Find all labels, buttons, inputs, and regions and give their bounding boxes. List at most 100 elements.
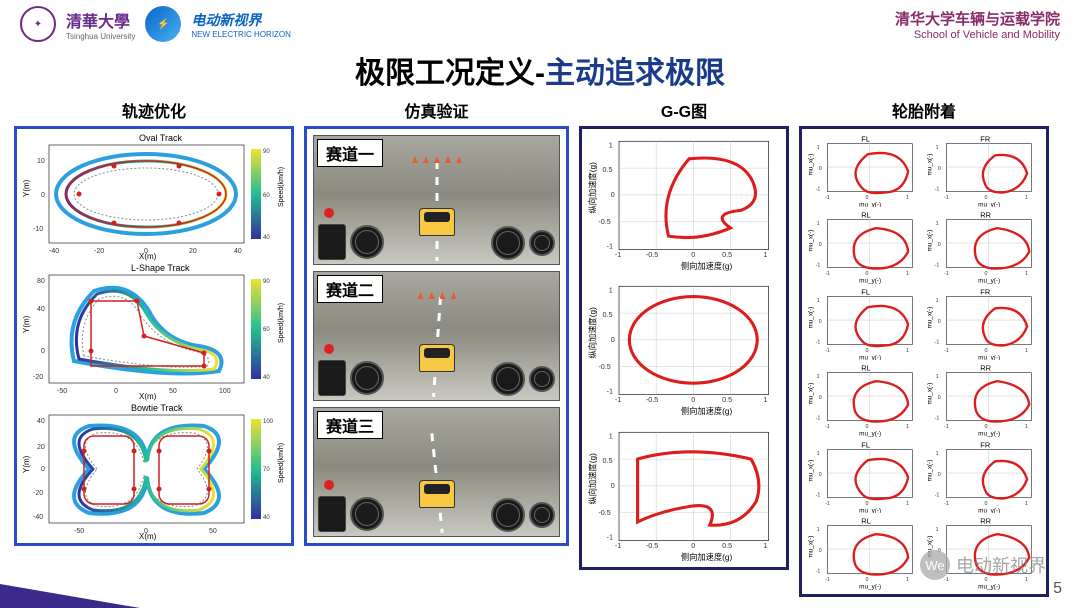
svg-text:侧向加速度(g): 侧向加速度(g) bbox=[681, 406, 733, 416]
svg-text:0: 0 bbox=[985, 195, 988, 201]
svg-text:-40: -40 bbox=[33, 514, 43, 521]
uni-name-cn: 清華大學 bbox=[66, 8, 135, 32]
svg-text:10: 10 bbox=[37, 158, 45, 165]
gg-plot-3: -1-0.500.51 10.50-0.5-1 侧向加速度(g) 纵向加速度(g… bbox=[586, 424, 782, 563]
tire-subplot: FR -101 10-1 mu_y(-) mu_x(-) bbox=[925, 439, 1042, 513]
svg-text:50: 50 bbox=[169, 388, 177, 395]
trajectory-box: Oval Track X(m) Y(m) -40-2002040 100-10 … bbox=[14, 126, 294, 546]
svg-text:1: 1 bbox=[1025, 195, 1028, 201]
svg-text:mu_y(-): mu_y(-) bbox=[859, 431, 881, 437]
svg-text:-1: -1 bbox=[935, 339, 940, 345]
sim-label-2: 赛道二 bbox=[317, 275, 383, 303]
header: ✦ 清華大學 Tsinghua University ⚡ 电动新视界 NEW E… bbox=[0, 0, 1080, 42]
svg-text:mu_x(-): mu_x(-) bbox=[926, 230, 933, 252]
svg-text:1: 1 bbox=[609, 431, 613, 440]
svg-text:-1: -1 bbox=[816, 186, 821, 192]
car-icon bbox=[419, 480, 455, 508]
svg-text:-1: -1 bbox=[825, 501, 830, 507]
tire-subplot: RL -101 10-1 mu_y(-) mu_x(-) bbox=[806, 515, 923, 589]
svg-text:0: 0 bbox=[866, 195, 869, 201]
svg-text:FL: FL bbox=[861, 135, 870, 144]
page-number: 5 bbox=[1053, 580, 1062, 598]
svg-text:20: 20 bbox=[37, 444, 45, 451]
svg-text:0: 0 bbox=[691, 540, 695, 549]
svg-text:-50: -50 bbox=[74, 528, 84, 535]
title-left: 极限工况定义 bbox=[355, 57, 535, 90]
svg-text:mu_x(-): mu_x(-) bbox=[807, 154, 814, 176]
svg-text:-1: -1 bbox=[816, 569, 821, 575]
title-right: 主动追求极限 bbox=[545, 57, 725, 90]
svg-text:1: 1 bbox=[763, 250, 767, 259]
tsinghua-logo-icon: ✦ bbox=[20, 6, 56, 42]
svg-text:Oval Track: Oval Track bbox=[139, 133, 183, 143]
svg-text:60: 60 bbox=[263, 327, 270, 333]
svg-text:0: 0 bbox=[691, 395, 695, 404]
svg-text:-10: -10 bbox=[33, 226, 43, 233]
tire-subplot: RL -101 10-1 mu_y(-) mu_x(-) bbox=[806, 209, 923, 283]
slide-title: 极限工况定义-主动追求极限 bbox=[0, 48, 1080, 92]
svg-text:1: 1 bbox=[906, 424, 909, 430]
svg-text:0: 0 bbox=[144, 248, 148, 255]
svg-text:-1: -1 bbox=[935, 186, 940, 192]
svg-text:-1: -1 bbox=[816, 492, 821, 498]
svg-text:mu_y(-): mu_y(-) bbox=[978, 584, 1000, 590]
svg-text:0.5: 0.5 bbox=[722, 250, 732, 259]
svg-text:mu_y(-): mu_y(-) bbox=[859, 584, 881, 590]
svg-text:50: 50 bbox=[209, 528, 217, 535]
svg-text:0: 0 bbox=[819, 319, 822, 325]
svg-text:0: 0 bbox=[819, 166, 822, 172]
svg-text:0: 0 bbox=[611, 335, 615, 344]
svg-text:-1: -1 bbox=[825, 348, 830, 354]
tire-subplot: RR -101 10-1 mu_y(-) mu_x(-) bbox=[925, 209, 1042, 283]
svg-text:0: 0 bbox=[985, 271, 988, 277]
school-cn: 清华大学车辆与运载学院 bbox=[895, 8, 1060, 29]
svg-text:1: 1 bbox=[906, 271, 909, 277]
content-row: 轨迹优化 Oval Track X(m) Y(m) -40-2002040 10… bbox=[0, 92, 1080, 597]
svg-text:0: 0 bbox=[819, 396, 822, 402]
svg-text:mu_y(-): mu_y(-) bbox=[978, 507, 1000, 513]
svg-text:0: 0 bbox=[611, 480, 615, 489]
svg-text:0: 0 bbox=[985, 501, 988, 507]
brand-text: 电动新视界 NEW ELECTRIC HORIZON bbox=[191, 10, 291, 39]
sim-scene-3: 赛道三 bbox=[313, 407, 560, 537]
svg-text:60: 60 bbox=[263, 193, 270, 199]
svg-text:-1: -1 bbox=[816, 416, 821, 422]
svg-text:0: 0 bbox=[819, 472, 822, 478]
tire-subplot: FL -101 10-1 mu_y(-) mu_x(-) bbox=[806, 439, 923, 513]
svg-text:1: 1 bbox=[763, 395, 767, 404]
svg-text:0: 0 bbox=[866, 271, 869, 277]
svg-text:1: 1 bbox=[906, 501, 909, 507]
svg-text:1: 1 bbox=[1025, 271, 1028, 277]
svg-text:Y(m): Y(m) bbox=[22, 315, 31, 333]
svg-text:-1: -1 bbox=[935, 263, 940, 269]
svg-text:Bowtie Track: Bowtie Track bbox=[131, 403, 183, 413]
svg-text:0.5: 0.5 bbox=[722, 540, 732, 549]
svg-text:-0.5: -0.5 bbox=[646, 540, 658, 549]
svg-text:-0.5: -0.5 bbox=[646, 250, 658, 259]
svg-text:-0.5: -0.5 bbox=[598, 362, 610, 371]
svg-text:-1: -1 bbox=[944, 348, 949, 354]
svg-text:RR: RR bbox=[980, 211, 991, 220]
svg-text:40: 40 bbox=[263, 375, 270, 381]
sim-scene-2: 赛道二 bbox=[313, 271, 560, 401]
svg-text:0: 0 bbox=[938, 396, 941, 402]
svg-text:-1: -1 bbox=[825, 195, 830, 201]
trajectory-title: 轨迹优化 bbox=[14, 98, 294, 122]
tire-subplot: RL -101 10-1 mu_y(-) mu_x(-) bbox=[806, 362, 923, 436]
svg-text:Y(m): Y(m) bbox=[22, 179, 31, 197]
svg-text:1: 1 bbox=[609, 286, 613, 295]
svg-text:X(m): X(m) bbox=[139, 392, 157, 401]
svg-text:90: 90 bbox=[263, 149, 270, 155]
svg-text:FL: FL bbox=[861, 287, 870, 296]
svg-text:1: 1 bbox=[763, 540, 767, 549]
svg-text:40: 40 bbox=[234, 248, 242, 255]
svg-text:1: 1 bbox=[936, 298, 939, 304]
watermark-icon: We bbox=[920, 550, 950, 580]
svg-text:0: 0 bbox=[938, 166, 941, 172]
svg-text:mu_x(-): mu_x(-) bbox=[807, 383, 814, 405]
svg-text:-1: -1 bbox=[944, 501, 949, 507]
svg-text:40: 40 bbox=[37, 418, 45, 425]
svg-text:-20: -20 bbox=[33, 374, 43, 381]
gg-plot-1: -1-0.500.51 10.50-0.5-1 侧向加速度(g) 纵向加速度(g… bbox=[586, 133, 782, 272]
svg-text:0: 0 bbox=[41, 348, 45, 355]
